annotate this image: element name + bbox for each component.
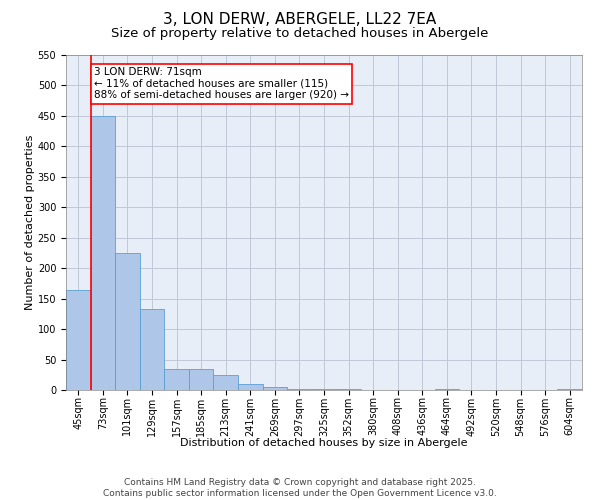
X-axis label: Distribution of detached houses by size in Abergele: Distribution of detached houses by size … — [180, 438, 468, 448]
Text: 3, LON DERW, ABERGELE, LL22 7EA: 3, LON DERW, ABERGELE, LL22 7EA — [163, 12, 437, 28]
Bar — [312, 389, 336, 390]
Y-axis label: Number of detached properties: Number of detached properties — [25, 135, 35, 310]
Bar — [263, 387, 287, 390]
Text: Size of property relative to detached houses in Abergele: Size of property relative to detached ho… — [112, 28, 488, 40]
Bar — [66, 290, 91, 390]
Bar — [115, 253, 140, 390]
Bar — [287, 389, 312, 390]
Bar — [164, 368, 189, 390]
Bar — [91, 116, 115, 390]
Bar — [189, 368, 214, 390]
Bar — [140, 309, 164, 390]
Bar — [557, 389, 582, 390]
Text: Contains HM Land Registry data © Crown copyright and database right 2025.
Contai: Contains HM Land Registry data © Crown c… — [103, 478, 497, 498]
Bar — [214, 375, 238, 390]
Text: 3 LON DERW: 71sqm
← 11% of detached houses are smaller (115)
88% of semi-detache: 3 LON DERW: 71sqm ← 11% of detached hous… — [94, 67, 349, 100]
Bar — [238, 384, 263, 390]
